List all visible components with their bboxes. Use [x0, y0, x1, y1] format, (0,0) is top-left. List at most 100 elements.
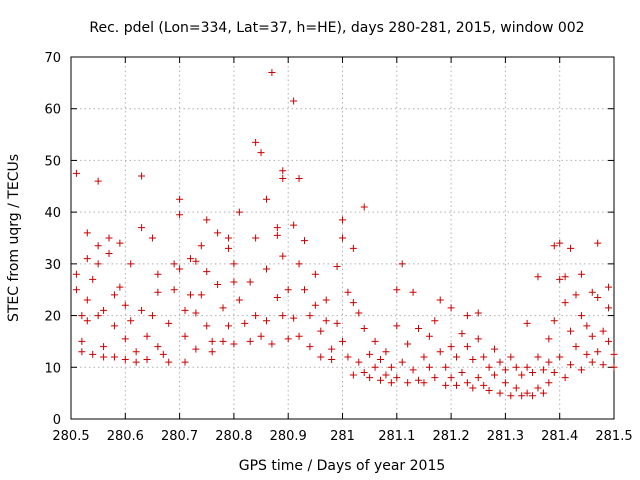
- data-point: [404, 340, 412, 348]
- data-point: [599, 361, 607, 369]
- data-point: [306, 312, 314, 320]
- x-axis-title: GPS time / Days of year 2015: [239, 458, 446, 474]
- data-point: [121, 301, 129, 309]
- data-point: [192, 345, 200, 353]
- data-point: [556, 275, 564, 283]
- data-point: [577, 312, 585, 320]
- data-point: [154, 288, 162, 296]
- data-point: [328, 356, 336, 364]
- data-point: [257, 332, 265, 340]
- data-point: [529, 368, 537, 376]
- data-point: [567, 244, 575, 252]
- data-point: [409, 288, 417, 296]
- data-point: [333, 319, 341, 327]
- data-point: [594, 239, 602, 247]
- data-point: [159, 350, 167, 358]
- data-point: [100, 306, 108, 314]
- data-point: [72, 169, 80, 177]
- data-point: [197, 291, 205, 299]
- data-point: [594, 293, 602, 301]
- data-point: [572, 291, 580, 299]
- data-point: [605, 337, 613, 345]
- data-point: [176, 195, 184, 203]
- data-point: [246, 278, 254, 286]
- data-point: [496, 389, 504, 397]
- data-point: [165, 358, 173, 366]
- data-point: [529, 392, 537, 400]
- data-point: [360, 203, 368, 211]
- data-point: [94, 177, 102, 185]
- data-point: [605, 304, 613, 312]
- data-point: [165, 319, 173, 327]
- data-point: [344, 288, 352, 296]
- data-point: [507, 392, 515, 400]
- data-point: [224, 322, 232, 330]
- data-point: [349, 244, 357, 252]
- data-point: [485, 363, 493, 371]
- data-point: [420, 353, 428, 361]
- data-point: [100, 343, 108, 351]
- data-point: [138, 172, 146, 180]
- data-point: [534, 353, 542, 361]
- data-point: [181, 306, 189, 314]
- data-point: [333, 262, 341, 270]
- data-point: [94, 260, 102, 268]
- data-point: [556, 239, 564, 247]
- data-point: [214, 229, 222, 237]
- data-point: [317, 353, 325, 361]
- data-point: [143, 332, 151, 340]
- data-point: [420, 379, 428, 387]
- data-point: [197, 242, 205, 250]
- data-point: [415, 325, 423, 332]
- data-point: [83, 296, 91, 304]
- x-axis: 280.5 280.6 280.7 280.8 280.9 281 281.1 281.2 28…: [52, 57, 633, 444]
- data-point: [360, 368, 368, 376]
- data-point: [257, 149, 265, 157]
- data-point: [143, 356, 151, 364]
- data-point: [583, 322, 591, 330]
- x-tick-label: 281.4: [541, 429, 578, 444]
- data-point: [89, 350, 97, 358]
- data-point: [284, 286, 292, 294]
- data-point: [230, 260, 238, 268]
- data-point: [539, 366, 547, 374]
- data-point: [154, 270, 162, 278]
- data-point: [366, 374, 374, 382]
- data-point: [436, 348, 444, 356]
- data-point: [252, 138, 260, 146]
- x-tick-label: 281.3: [487, 429, 524, 444]
- data-point: [176, 211, 184, 219]
- data-point: [377, 356, 385, 364]
- data-point: [273, 224, 281, 232]
- data-point: [121, 335, 129, 343]
- data-point: [208, 348, 216, 356]
- data-point: [252, 312, 260, 320]
- data-point: [491, 371, 499, 379]
- data-point: [545, 379, 553, 387]
- data-point: [512, 363, 520, 371]
- data-point: [545, 335, 553, 343]
- data-point: [567, 361, 575, 369]
- data-point: [241, 319, 249, 327]
- data-point: [561, 273, 569, 281]
- y-tick-label: 40: [44, 206, 61, 221]
- data-point: [252, 234, 260, 242]
- data-point: [235, 208, 243, 216]
- data-point: [89, 275, 97, 283]
- data-point: [181, 332, 189, 340]
- data-point: [523, 319, 531, 327]
- data-point: [110, 353, 118, 361]
- x-tick-label: 280.5: [52, 429, 89, 444]
- data-point: [371, 337, 379, 345]
- data-point: [94, 312, 102, 320]
- data-point: [469, 356, 477, 364]
- data-point: [83, 317, 91, 325]
- data-point: [577, 366, 585, 374]
- data-point: [545, 358, 553, 366]
- data-point: [485, 387, 493, 395]
- data-point: [442, 363, 450, 371]
- data-point: [605, 283, 613, 291]
- data-point: [290, 314, 298, 322]
- data-point: [567, 327, 575, 335]
- data-point: [480, 381, 488, 389]
